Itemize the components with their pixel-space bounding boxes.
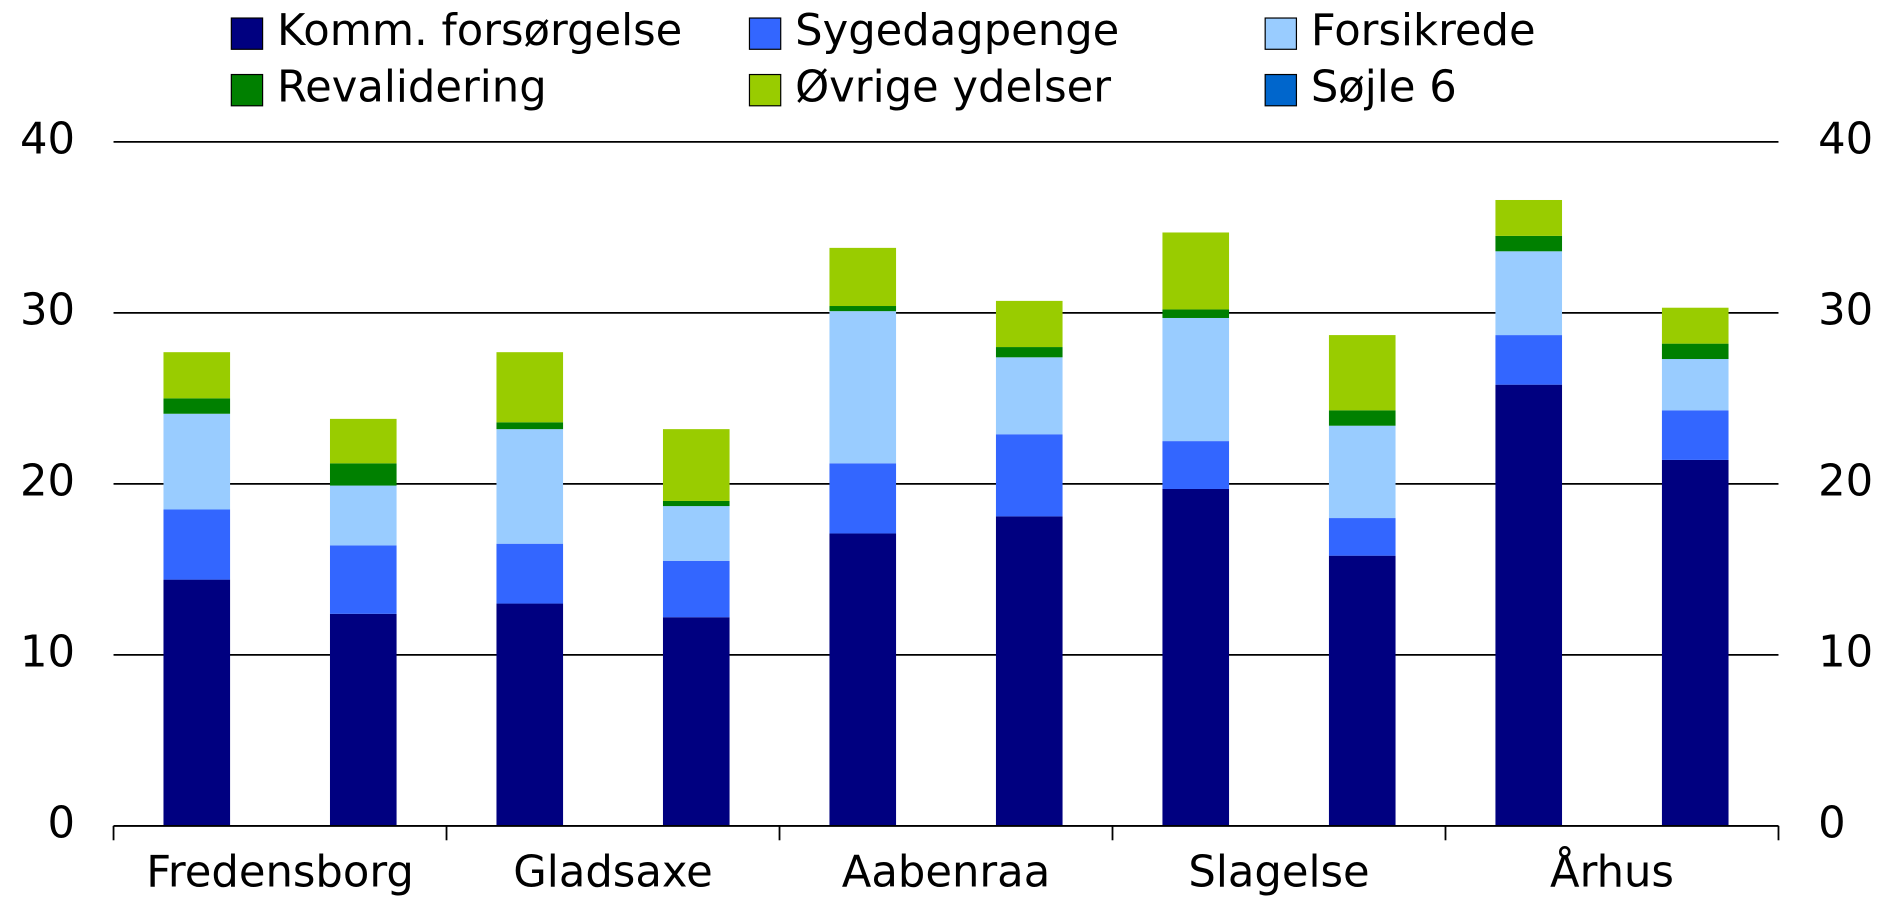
bar-segment: [662, 429, 730, 501]
bar-segment: [995, 357, 1063, 435]
legend-swatch: [1264, 73, 1298, 107]
x-tick-label: Aabenraa: [842, 848, 1050, 898]
bar-segment: [1328, 335, 1396, 411]
bar-segment: [1661, 343, 1729, 360]
bar-segment: [1328, 425, 1396, 519]
bar-segment: [995, 300, 1063, 348]
bar-segment: [1661, 459, 1729, 826]
legend-swatch: [748, 73, 782, 107]
bar-segment: [829, 311, 897, 464]
bar-segment: [662, 560, 730, 618]
y-tick-label: 40: [20, 114, 75, 164]
bar-segment: [995, 347, 1063, 358]
legend-label: Komm. forsørgelse: [277, 6, 682, 56]
x-tick-label: Slagelse: [1188, 848, 1369, 898]
bar-segment: [1661, 307, 1729, 344]
bar-segment: [496, 543, 564, 604]
bar-segment: [496, 352, 564, 423]
bar-segment: [1495, 384, 1563, 826]
x-tick-label: Gladsaxe: [513, 848, 712, 898]
y-tick-label: 10: [20, 627, 75, 677]
legend-label: Sygedagpenge: [795, 6, 1119, 56]
bar-segment: [1495, 199, 1563, 236]
bar-segment: [496, 603, 564, 826]
bar-segment: [1162, 441, 1230, 489]
bar-segment: [1661, 359, 1729, 411]
bar-segment: [329, 418, 397, 464]
bar-segment: [1162, 317, 1230, 442]
bar-segment: [163, 398, 231, 414]
bar-segment: [829, 247, 897, 307]
bar-segment: [1328, 555, 1396, 826]
bar-segment: [496, 422, 564, 430]
legend-label: Søjle 6: [1311, 63, 1457, 113]
x-tick-label: Århus: [1550, 847, 1674, 898]
bar-segment: [1495, 235, 1563, 252]
legend-swatch: [230, 73, 264, 107]
x-tick-label: Fredensborg: [146, 848, 414, 898]
legend-swatch: [1264, 17, 1298, 50]
bar-segment: [163, 509, 231, 580]
bar-segment: [662, 506, 730, 561]
bar-segment: [329, 463, 397, 486]
bar-segment: [662, 500, 730, 507]
bar-segment: [829, 306, 897, 312]
legend-label: Revalidering: [277, 63, 547, 113]
bar-segment: [1162, 488, 1230, 826]
bar-segment: [995, 434, 1063, 517]
legend-swatch: [230, 17, 264, 50]
bar-segment: [1328, 410, 1396, 426]
y2-tick-label: 0: [1818, 798, 1846, 848]
bar-segment: [496, 429, 564, 544]
bar-segment: [329, 613, 397, 826]
bar-segment: [1661, 410, 1729, 460]
bar-segment: [1495, 335, 1563, 385]
bar-segment: [329, 485, 397, 546]
y2-tick-label: 10: [1818, 627, 1873, 677]
bar-segment: [163, 413, 231, 510]
y2-tick-label: 40: [1818, 114, 1873, 164]
bar-segment: [995, 516, 1063, 826]
legend-swatch: [748, 17, 782, 50]
y-tick-label: 20: [20, 456, 75, 506]
y-tick-label: 30: [20, 285, 75, 335]
bar-segment: [1162, 232, 1230, 310]
bar-segment: [1495, 251, 1563, 336]
bar-segment: [163, 352, 231, 399]
bar-segment: [163, 579, 231, 826]
bar-segment: [1328, 518, 1396, 556]
legend-label: Øvrige ydelser: [795, 63, 1111, 113]
y-tick-label: 0: [48, 798, 76, 848]
bar-segment: [662, 617, 730, 826]
legend-label: Forsikrede: [1311, 6, 1536, 56]
bar-segment: [1162, 309, 1230, 318]
bar-segment: [829, 463, 897, 534]
y2-tick-label: 30: [1818, 285, 1873, 335]
y2-tick-label: 20: [1818, 456, 1873, 506]
bar-segment: [829, 533, 897, 826]
bar-segment: [329, 545, 397, 614]
